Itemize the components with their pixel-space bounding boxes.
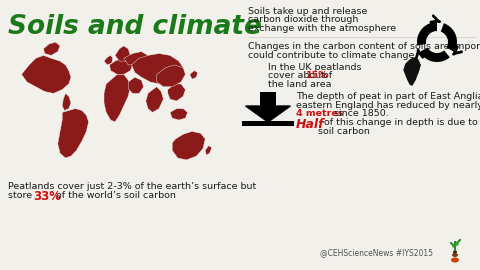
Polygon shape <box>190 70 197 79</box>
Polygon shape <box>172 131 205 160</box>
Text: the land area: the land area <box>268 80 332 89</box>
Polygon shape <box>420 48 450 62</box>
Text: of this change in depth is due to loss of: of this change in depth is due to loss o… <box>318 118 480 127</box>
Text: of: of <box>320 72 332 80</box>
Polygon shape <box>441 23 457 52</box>
Ellipse shape <box>451 258 459 262</box>
Polygon shape <box>104 75 131 122</box>
Polygon shape <box>404 58 420 85</box>
Text: 15%: 15% <box>306 72 328 80</box>
Polygon shape <box>451 243 455 248</box>
Polygon shape <box>115 46 131 61</box>
Text: store: store <box>8 191 35 200</box>
Polygon shape <box>44 42 60 55</box>
Polygon shape <box>417 22 437 45</box>
Text: soil carbon: soil carbon <box>318 127 370 136</box>
Text: 4 metres: 4 metres <box>296 109 343 118</box>
Polygon shape <box>62 93 71 110</box>
Polygon shape <box>205 146 212 155</box>
Polygon shape <box>168 84 185 101</box>
Polygon shape <box>22 55 71 93</box>
Ellipse shape <box>452 253 458 257</box>
Polygon shape <box>157 65 185 87</box>
Text: @CEHScienceNews #IYS2015: @CEHScienceNews #IYS2015 <box>320 248 433 257</box>
Polygon shape <box>109 58 132 75</box>
Bar <box>242 121 294 126</box>
Polygon shape <box>170 109 188 120</box>
Text: Changes in the carbon content of soils are important as losses: Changes in the carbon content of soils a… <box>248 42 480 51</box>
Text: Peatlands cover just 2-3% of the earth’s surface but: Peatlands cover just 2-3% of the earth’s… <box>8 182 256 191</box>
Polygon shape <box>58 109 89 158</box>
Polygon shape <box>104 55 113 65</box>
Bar <box>260 92 276 108</box>
Text: The depth of peat in part of East Anglia in: The depth of peat in part of East Anglia… <box>296 92 480 101</box>
Text: carbon dioxide through: carbon dioxide through <box>248 15 359 25</box>
Polygon shape <box>412 62 420 72</box>
Text: since 1850.: since 1850. <box>331 109 389 118</box>
Text: eastern England has reduced by nearly: eastern England has reduced by nearly <box>296 100 480 110</box>
Text: Soils and climate: Soils and climate <box>8 14 262 40</box>
Text: Half: Half <box>296 118 324 131</box>
Polygon shape <box>146 87 163 112</box>
Text: In the UK peatlands: In the UK peatlands <box>268 63 361 72</box>
Polygon shape <box>124 52 148 65</box>
Polygon shape <box>128 77 144 93</box>
Text: of the world’s soil carbon: of the world’s soil carbon <box>53 191 176 200</box>
Text: could contribute to climate change: could contribute to climate change <box>248 50 414 59</box>
Polygon shape <box>132 53 183 84</box>
Polygon shape <box>246 106 290 122</box>
Polygon shape <box>455 240 460 246</box>
Text: exchange with the atmosphere: exchange with the atmosphere <box>248 24 396 33</box>
Text: cover about: cover about <box>268 72 328 80</box>
Text: 33%: 33% <box>33 191 61 204</box>
Ellipse shape <box>453 251 457 254</box>
Text: Soils take up and release: Soils take up and release <box>248 7 367 16</box>
